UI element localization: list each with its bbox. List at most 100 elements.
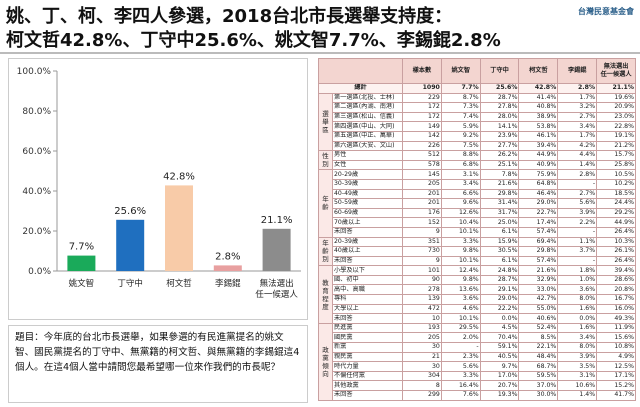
group-label: 政黨傾向 xyxy=(318,322,333,401)
cell: 25.0% xyxy=(479,217,520,228)
cell: 578 xyxy=(402,159,442,171)
cell: 42.8% xyxy=(518,83,559,94)
cell: 48.4% xyxy=(518,351,559,363)
cell: 55.0% xyxy=(518,303,559,315)
cell: 12.6% xyxy=(440,207,481,219)
cell: 9 xyxy=(402,255,442,267)
cell: 10.1% xyxy=(440,255,481,267)
row-label: 60-69歲 xyxy=(332,207,403,219)
question: 題目：今年底的台北市長選舉，如果參選的有民進黨提名的姚文智、國民黨提名的丁守中、… xyxy=(8,325,308,403)
row: 新黨 30-59.1% 22.1% 8.0% 10.8% xyxy=(319,342,636,353)
cell: 90 xyxy=(402,274,442,286)
row-label: 第四選區(中山、大同) xyxy=(332,121,403,132)
row: 70歲以上 152 10.4% 25.0% 17.4% 2.2% 44.9% xyxy=(319,217,636,228)
cell: 0.0% xyxy=(479,313,520,324)
header-cell: 無法選出 任一候選人 xyxy=(596,58,636,84)
total-row: 總計 1090 7.7% 25.6% 42.8% 2.8% 21.1% xyxy=(318,83,636,94)
cell: 2.2% xyxy=(557,217,598,228)
row-label: 第六選區(大安、文山) xyxy=(332,140,403,152)
cell: 4.9% xyxy=(596,351,636,363)
cell: 149 xyxy=(402,121,442,132)
bar xyxy=(165,185,193,271)
cell: 3.4% xyxy=(557,121,598,132)
cell: 64.8% xyxy=(518,178,559,190)
row: 其他政黨 8 16.4% 20.7% 37.0% 10.6% 15.2% xyxy=(319,380,636,391)
cell: 15.7% xyxy=(596,150,636,161)
cell: 28.6% xyxy=(596,274,636,286)
cell: 40.6% xyxy=(518,313,559,324)
row-label: 不偏任何黨 xyxy=(332,370,403,382)
cell: 29.5% xyxy=(440,322,481,334)
cell: 278 xyxy=(402,284,442,296)
row: 不偏任何黨 304 3.3% 17.0% 59.5% 3.1% 17.1% xyxy=(319,370,636,382)
cell: 40.8% xyxy=(518,102,559,113)
cell: 20.8% xyxy=(596,284,636,296)
cell: 24.8% xyxy=(479,265,520,276)
row: 高中、高職 278 13.6% 29.1% 33.0% 3.6% 20.8% xyxy=(319,284,636,296)
row-label: 時代力量 xyxy=(332,361,403,372)
cell: 2.7% xyxy=(557,111,598,123)
bar xyxy=(262,228,291,271)
cell: 229 xyxy=(402,92,442,104)
row-label: 總計 xyxy=(318,83,403,94)
cell: 21.2% xyxy=(596,140,636,152)
cell: 5.6% xyxy=(557,198,598,209)
row-label: 親民黨 xyxy=(332,351,403,363)
cell: 10.1% xyxy=(440,313,481,324)
row: 第五選區(中正、萬華) 142 9.2% 23.9% 46.1% 1.7% 19.1% xyxy=(319,130,636,142)
row: 30-39歲 205 3.4% 21.6% 64.8% -10.2% xyxy=(319,178,636,190)
row: 第六選區(大安、文山) 226 7.5% 27.7% 39.4% 4.2% 21.2% xyxy=(319,140,636,152)
cell: 7.6% xyxy=(440,390,481,401)
row-label: 小學及以下 xyxy=(332,265,403,276)
cell: 7.8% xyxy=(479,169,520,180)
value-label: 7.7% xyxy=(69,242,94,253)
cell: 29.1% xyxy=(479,284,520,296)
cell: 3.4% xyxy=(557,332,598,344)
logo: 台灣民意基金會 xyxy=(578,7,634,16)
group-label: 年齡 xyxy=(318,169,333,238)
cell: 33.0% xyxy=(518,284,559,296)
row-label: 第一選區(北投、士林) xyxy=(332,92,403,104)
row-label: 未回答 xyxy=(332,313,403,324)
cell: 8 xyxy=(402,380,442,391)
cell: 7.3% xyxy=(440,102,481,113)
row: 大學以上 472 4.6% 22.2% 55.0% 1.6% 16.0% xyxy=(319,303,636,315)
header-cell: 柯文哲 xyxy=(518,58,559,84)
row: 60-69歲 176 12.6% 31.7% 22.7% 3.9% 29.2% xyxy=(319,207,636,219)
cell: 44.9% xyxy=(518,150,559,161)
cell: 0.0% xyxy=(557,313,598,324)
cell: 30 xyxy=(402,342,442,353)
cell: 10 xyxy=(402,313,442,324)
row-label: 20-39歲 xyxy=(332,236,403,248)
cell: 205 xyxy=(402,332,442,344)
value-label: 42.8% xyxy=(163,171,195,182)
cell: 3.7% xyxy=(557,246,598,257)
cell: - xyxy=(557,226,598,238)
row-label: 女性 xyxy=(332,159,403,171)
cell: 176 xyxy=(402,207,442,219)
value-label: 21.1% xyxy=(261,215,293,226)
cell: 15.9% xyxy=(479,236,520,248)
row-label: 40歲以上 xyxy=(332,246,403,257)
cell: 12.5% xyxy=(596,361,636,372)
row: 50-59歲 201 9.6% 31.4% 29.0% 5.6% 24.4% xyxy=(319,198,636,209)
cell: 19.1% xyxy=(596,130,636,142)
cell: 21.6% xyxy=(518,265,559,276)
cell: 42.7% xyxy=(518,294,559,305)
row: 未回答 10 10.1% 0.0% 40.6% 0.0% 49.3% xyxy=(319,313,636,324)
row-label: 30-39歲 xyxy=(332,178,403,190)
cell: 1.7% xyxy=(557,92,598,104)
row: 時代力量 30 5.6% 9.7% 68.7% 3.5% 12.5% xyxy=(319,361,636,372)
value-label: 2.8% xyxy=(215,251,240,262)
cell: 8.0% xyxy=(557,294,598,305)
row: 教育程度 小學及以下 101 12.4% 24.8% 21.6% 1.8% 39.4% xyxy=(318,265,636,324)
cell: 1.4% xyxy=(557,159,598,171)
cell: 8.8% xyxy=(440,150,481,161)
cell: 1090 xyxy=(402,83,442,94)
row: 年齡別 20-39歲 351 3.3% 15.9% 69.4% 1.1% 10.3% xyxy=(318,236,636,267)
cell: 19.6% xyxy=(596,92,636,104)
cell: 28.0% xyxy=(479,111,520,123)
cell: 20.9% xyxy=(596,102,636,113)
cell: 25.6% xyxy=(479,83,520,94)
cell: 15.2% xyxy=(596,380,636,391)
